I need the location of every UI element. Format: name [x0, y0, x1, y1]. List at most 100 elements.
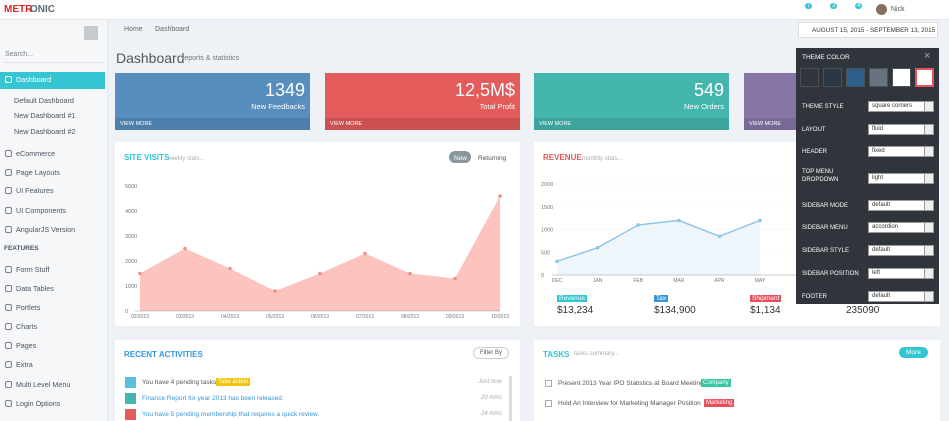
tab-active: [449, 151, 471, 163]
menu-item[interactable]: Multi Level Menu: [16, 380, 71, 389]
breadcrumb[interactable]: Home: [124, 26, 143, 33]
x-tick-label: 10/2013: [491, 314, 509, 320]
task-tag: Marketing: [704, 399, 735, 407]
menu-item[interactable]: Login Options: [16, 399, 61, 408]
option-select[interactable]: fluid: [868, 124, 934, 135]
option-select[interactable]: accordion: [868, 222, 934, 233]
checkbox[interactable]: [545, 400, 552, 407]
option-select[interactable]: default: [868, 291, 934, 302]
menu-item[interactable]: New Dashboard #2: [14, 127, 76, 136]
menu-item[interactable]: Charts: [16, 322, 38, 331]
chart-subtitle: weekly stats...: [166, 156, 205, 162]
menu-item[interactable]: AngularJS Version: [16, 225, 76, 234]
checkbox[interactable]: [545, 380, 552, 387]
menu-icon: [5, 207, 12, 214]
portlet-title: TASKS: [543, 350, 570, 359]
activity-time: 24 mins: [480, 411, 502, 417]
option-value: default: [872, 202, 891, 208]
x-tick-label: JAN: [593, 278, 603, 284]
activity-icon: [125, 393, 136, 404]
stat-link[interactable]: VIEW MORE: [330, 121, 363, 127]
menu-item[interactable]: Portlets: [16, 303, 41, 312]
option-select[interactable]: fixed: [868, 146, 934, 157]
option-value: left: [872, 270, 881, 276]
date-range[interactable]: [798, 22, 938, 38]
stat-label: New Orders: [683, 102, 724, 111]
menu-icon: [5, 169, 12, 176]
option-select[interactable]: default: [868, 200, 934, 211]
menu-icon: [5, 381, 12, 388]
more-button[interactable]: More: [899, 347, 928, 358]
menu-item[interactable]: Dashboard: [16, 75, 52, 84]
stat-link[interactable]: VIEW MORE: [539, 121, 572, 127]
filter-button[interactable]: Filter By: [473, 347, 510, 359]
select-arrow: [924, 174, 933, 183]
stat-footer[interactable]: [534, 118, 729, 130]
x-tick-label: 04/2013: [221, 314, 239, 320]
menu-item[interactable]: eCommerce: [16, 149, 56, 158]
option-value: light: [872, 175, 884, 181]
action-tag[interactable]: Take action: [216, 378, 251, 386]
option-value: accordion: [872, 224, 899, 230]
x-tick-label: DEC: [552, 278, 563, 284]
option-select[interactable]: default: [868, 245, 934, 256]
menu-icon: [5, 323, 12, 330]
color-swatch[interactable]: [869, 68, 888, 87]
top-bar: [0, 0, 949, 20]
menu-item[interactable]: Page Layouts: [16, 168, 60, 177]
active-item: [0, 72, 105, 89]
point: [183, 246, 187, 251]
y-tick-label: 0: [541, 273, 544, 279]
menu-item[interactable]: Data Tables: [16, 284, 54, 293]
option-select[interactable]: left: [868, 268, 934, 279]
color-swatch[interactable]: [915, 68, 934, 87]
close-button[interactable]: ×: [924, 50, 931, 62]
menu-item[interactable]: New Dashboard #1: [14, 111, 76, 120]
notification-icon[interactable]: 3: [830, 3, 844, 15]
color-swatch[interactable]: [823, 68, 842, 87]
menu-item[interactable]: Extra: [16, 360, 33, 369]
chart-title: REVENUE: [543, 153, 582, 162]
stat-link[interactable]: VIEW MORE: [120, 121, 153, 127]
date-range-text[interactable]: AUGUST 15, 2015 - SEPTEMBER 13, 2015: [812, 27, 936, 34]
stat-tile: [534, 73, 729, 130]
area: [140, 196, 500, 311]
menu-item[interactable]: Default Dashboard: [14, 96, 74, 105]
menu-item[interactable]: Pages: [16, 341, 37, 350]
x-tick-label: 03/2013: [176, 314, 194, 320]
point: [717, 234, 722, 239]
color-swatch[interactable]: [800, 68, 819, 87]
color-swatch[interactable]: [892, 68, 911, 87]
line: [556, 219, 761, 263]
notification-icon[interactable]: 7: [805, 3, 819, 15]
breadcrumb: Dashboard: [155, 26, 190, 33]
option-select[interactable]: square corners: [868, 101, 934, 112]
stat-label: New Feedbacks: [251, 102, 305, 111]
color-swatch[interactable]: [846, 68, 865, 87]
stat-footer[interactable]: [325, 118, 520, 130]
stat-amount: $134,900: [654, 305, 696, 316]
select-arrow: [924, 246, 933, 255]
y-tick-label: 1500: [541, 205, 553, 211]
avatar: [876, 4, 887, 15]
x-tick-label: 06/2013: [311, 314, 329, 320]
option-label: SIDEBAR MENU: [802, 225, 848, 231]
menu-item[interactable]: UI Features: [16, 186, 54, 195]
sidebar-toggle[interactable]: [84, 26, 98, 40]
stat-link[interactable]: VIEW MORE: [749, 121, 782, 127]
stat-footer[interactable]: [115, 118, 310, 130]
stat-value: 1349: [264, 80, 305, 100]
stat-amount: $1,134: [750, 305, 781, 316]
option-select[interactable]: light: [868, 173, 934, 184]
menu-item[interactable]: Form Stuff: [16, 265, 50, 274]
search[interactable]: Search...: [5, 51, 34, 58]
x-tick-label: MAR: [673, 278, 685, 284]
y-tick-label: 3000: [125, 234, 137, 240]
menu-item[interactable]: UI Components: [16, 206, 66, 215]
user-name[interactable]: Nick: [891, 6, 905, 13]
select-arrow: [924, 223, 933, 232]
option-label: LAYOUT: [802, 127, 826, 133]
notification-icon[interactable]: 4: [855, 3, 869, 15]
stat-tile: [115, 73, 310, 130]
